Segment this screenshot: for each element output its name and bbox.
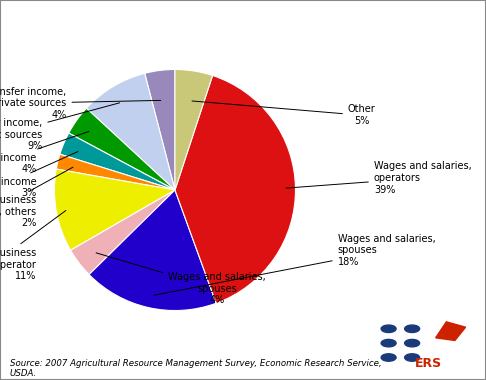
Text: Wages and salaries,
spouses
4%: Wages and salaries, spouses 4%: [96, 253, 266, 306]
Text: Sources of off-farm income for farm operator households, 2007: Sources of off-farm income for farm oper…: [7, 13, 485, 27]
Wedge shape: [89, 190, 216, 310]
Text: ERS: ERS: [415, 357, 442, 370]
Polygon shape: [435, 322, 466, 340]
Wedge shape: [54, 169, 175, 250]
Text: Other
5%: Other 5%: [192, 101, 376, 126]
Text: Nonfarm business
income, operator
11%: Nonfarm business income, operator 11%: [0, 211, 66, 281]
Text: Transfer income,
private sources
4%: Transfer income, private sources 4%: [0, 87, 161, 120]
Circle shape: [381, 354, 396, 361]
Wedge shape: [175, 76, 295, 303]
Text: Dividend income
4%: Dividend income 4%: [0, 131, 89, 174]
Wedge shape: [56, 154, 175, 190]
Circle shape: [405, 354, 419, 361]
Circle shape: [405, 325, 419, 332]
Text: Source: 2007 Agricultural Resource Management Survey, Economic Research Service,: Source: 2007 Agricultural Resource Manag…: [10, 359, 382, 378]
Circle shape: [381, 325, 396, 332]
Circle shape: [381, 339, 396, 347]
Text: Wages and salaries,
operators
39%: Wages and salaries, operators 39%: [286, 162, 471, 195]
Wedge shape: [175, 70, 212, 190]
Wedge shape: [60, 133, 175, 190]
Text: Interest income
3%: Interest income 3%: [0, 152, 78, 198]
Wedge shape: [145, 70, 175, 190]
Wedge shape: [69, 108, 175, 190]
Wedge shape: [70, 190, 175, 274]
Text: Nonfarm business
income, others
2%: Nonfarm business income, others 2%: [0, 167, 73, 228]
Circle shape: [405, 339, 419, 347]
Wedge shape: [87, 73, 175, 190]
Text: Wages and salaries,
spouses
18%: Wages and salaries, spouses 18%: [154, 234, 435, 295]
Text: Transfer income,
public sources
9%: Transfer income, public sources 9%: [0, 103, 120, 151]
